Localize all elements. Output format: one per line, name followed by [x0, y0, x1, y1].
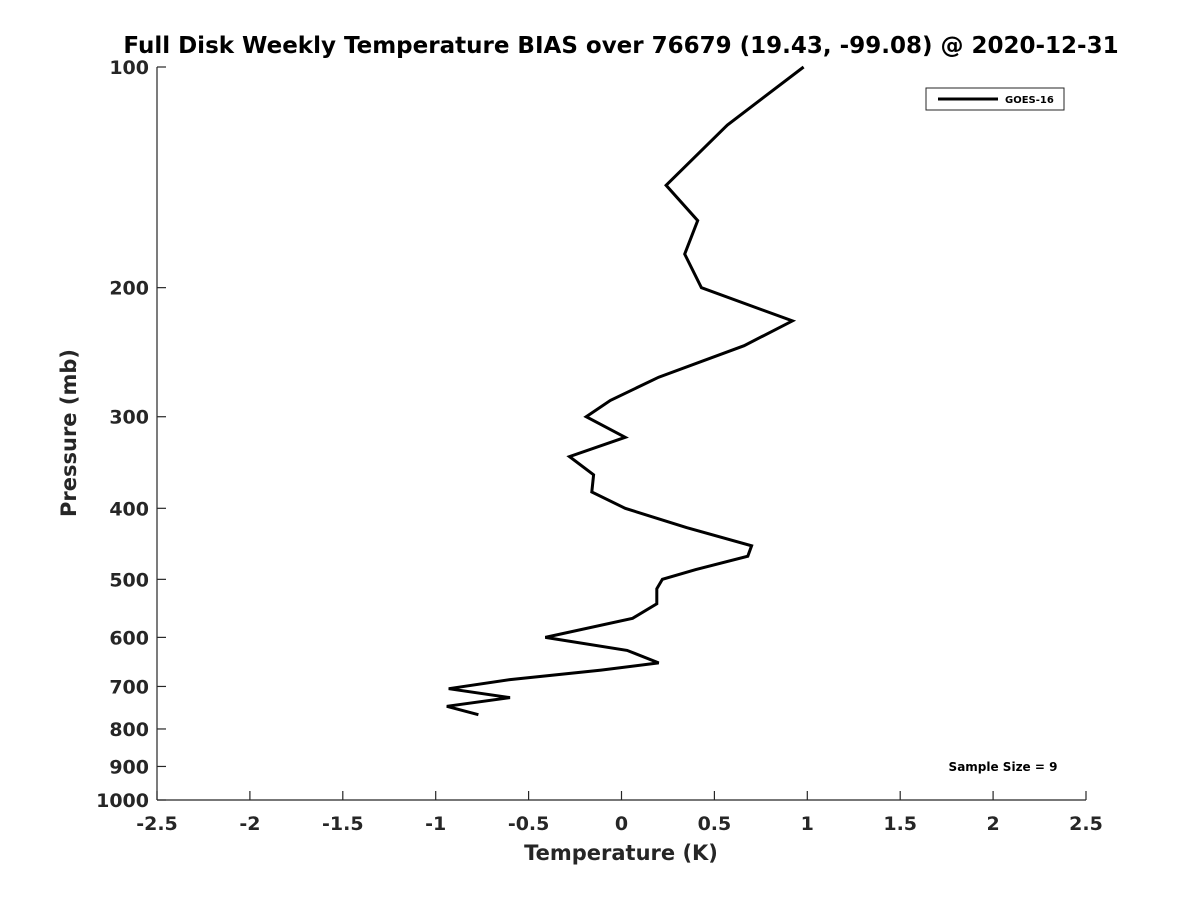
y-tick-label: 800 [109, 719, 149, 741]
x-tick-label: -2 [239, 813, 260, 835]
x-axis-label: Temperature (K) [524, 841, 718, 865]
chart-title: Full Disk Weekly Temperature BIAS over 7… [123, 33, 1118, 59]
y-tick-label: 100 [109, 57, 149, 79]
y-axis-ticks: 100 200 300 400 500 600 700 800 900 1000 [96, 57, 166, 812]
series-group [446, 65, 805, 717]
x-tick-label: 1.5 [883, 813, 917, 835]
x-tick-label: -0.5 [508, 813, 550, 835]
x-tick-label: 0 [615, 813, 628, 835]
x-tick-label: -1.5 [322, 813, 364, 835]
plot-axes [156, 67, 1086, 801]
legend-label-goes-16: GOES-16 [1005, 95, 1054, 106]
y-tick-label: 700 [109, 676, 149, 698]
y-tick-label: 300 [109, 407, 149, 429]
legend: GOES-16 [925, 87, 1065, 111]
y-tick-label: 900 [109, 756, 149, 778]
y-tick-label: 400 [109, 498, 149, 520]
x-tick-label: 2 [986, 813, 999, 835]
x-tick-label: 0.5 [698, 813, 732, 835]
x-tick-label: 1 [801, 813, 814, 835]
x-tick-label: 2.5 [1069, 813, 1103, 835]
y-tick-label: 1000 [96, 790, 149, 812]
y-tick-label: 500 [109, 569, 149, 591]
x-tick-label: -2.5 [136, 813, 178, 835]
y-tick-label: 600 [109, 627, 149, 649]
sample-size-annotation: Sample Size = 9 [949, 760, 1058, 774]
x-axis-ticks: -2.5 -2 -1.5 -1 -0.5 0 0.5 1 1.5 2 2.5 [136, 791, 1103, 835]
x-tick-label: -1 [425, 813, 446, 835]
y-axis-label: Pressure (mb) [57, 349, 81, 517]
series-line-goes-16 [446, 65, 805, 717]
y-tick-label: 200 [109, 278, 149, 300]
